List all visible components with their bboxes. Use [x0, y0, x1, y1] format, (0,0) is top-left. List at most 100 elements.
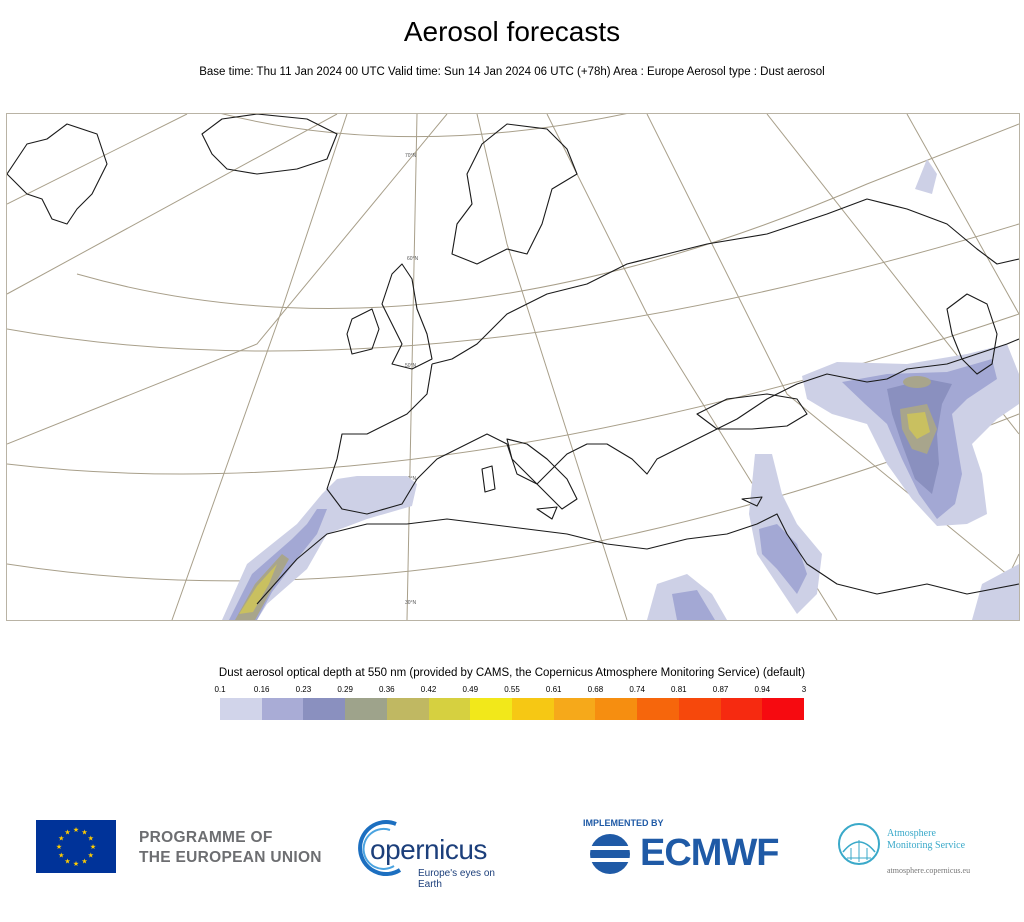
coast-great-britain	[381, 263, 433, 370]
lat-label-40: 40°N	[405, 476, 417, 482]
legend-swatch	[261, 698, 304, 720]
map-canvas: 70°N 60°N 50°N 40°N 30°N	[7, 114, 1019, 620]
footer-logos: ★ ★ ★ ★ ★ ★ ★ ★ ★ ★ ★ ★ PROGRAMME OF THE EUROPEAN U…	[0, 800, 1024, 910]
legend-tick-label: 3	[801, 685, 807, 694]
forecast-map[interactable]: 70°N 60°N 50°N 40°N 30°N	[6, 113, 1020, 621]
legend-tick-label: 0.16	[253, 685, 270, 694]
parallel-60	[76, 123, 1019, 309]
dust-plume-sinai-mid	[672, 590, 715, 620]
copernicus-logo: opernicus Europe's eyes on Earth	[356, 818, 516, 890]
svg-text:★: ★	[64, 858, 70, 866]
legend-title: Dust aerosol optical depth at 550 nm (pr…	[218, 667, 806, 679]
meridian-6	[476, 114, 628, 620]
ams-url: atmosphere.copernicus.eu	[887, 866, 971, 875]
eu-programme-text: PROGRAMME OF THE EUROPEAN UNION	[139, 828, 322, 868]
lat-label-30: 30°N	[405, 600, 417, 606]
dust-plume-levant-mid	[759, 524, 807, 594]
legend-tick-label: 0.55	[504, 685, 520, 694]
legend-swatch	[637, 698, 679, 720]
meridian-4	[171, 114, 348, 620]
legend-swatch	[470, 698, 513, 720]
lat-label-70: 70°N	[405, 153, 417, 159]
legend-swatch	[595, 698, 638, 720]
svg-text:★: ★	[88, 835, 94, 843]
eu-flag-icon: ★ ★ ★ ★ ★ ★ ★ ★ ★ ★ ★ ★	[36, 820, 116, 873]
legend-swatch	[386, 698, 429, 720]
svg-text:★: ★	[64, 828, 70, 836]
legend-tick-label: 0.49	[462, 685, 479, 694]
coast-black-sea	[696, 393, 808, 430]
ams-line-1: Atmosphere	[887, 828, 936, 839]
legend-tick-label: 0.1	[214, 685, 226, 694]
ams-line-2: Monitoring Service	[887, 840, 966, 851]
ams-globe-icon	[838, 823, 880, 865]
atmosphere-monitoring-logo: Atmosphere Monitoring Service atmosphere…	[835, 818, 985, 888]
dust-plume-atlantic-peak	[239, 564, 277, 614]
page-title: Aerosol forecasts	[403, 16, 621, 47]
dust-plumes	[222, 159, 1019, 620]
coast-caspian	[946, 293, 998, 375]
meridian-2	[7, 114, 338, 295]
eu-line-1: PROGRAMME OF	[139, 829, 273, 846]
copernicus-wordmark: opernicus	[370, 834, 487, 865]
parallel-50	[7, 223, 1019, 352]
coast-sicily	[536, 506, 558, 520]
legend-swatch	[553, 698, 596, 720]
parallel-70	[221, 114, 627, 138]
legend-tick-label: 0.61	[545, 685, 562, 694]
legend-swatch	[512, 698, 554, 720]
coast-iceland	[201, 114, 338, 175]
coast-italy	[506, 438, 578, 510]
dust-plume-east-yellow	[907, 412, 930, 439]
legend-tick-label: 0.36	[379, 685, 395, 694]
legend-color-bar	[220, 698, 805, 720]
coast-ireland	[346, 308, 380, 355]
coast-sardinia	[481, 465, 496, 493]
legend-swatch	[678, 698, 721, 720]
lat-label-50: 50°N	[405, 363, 417, 369]
ecmwf-wordmark: ECMWF	[640, 832, 780, 874]
ecmwf-logo: ECMWF	[582, 832, 802, 876]
svg-text:★: ★	[73, 860, 79, 868]
svg-text:★: ★	[56, 843, 62, 851]
legend-tick-label: 0.74	[629, 685, 645, 694]
eu-line-2: THE EUROPEAN UNION	[139, 849, 322, 866]
dust-plume-north	[915, 159, 937, 194]
legend-ticks: 0.1 0.16 0.23 0.29 0.36 0.42 0.49 0.55 0.61 0.68 0…	[214, 685, 807, 697]
legend-tick-label: 0.87	[712, 685, 729, 694]
svg-text:★: ★	[81, 858, 87, 866]
legend-swatch	[720, 698, 763, 720]
coast-scandinavia	[451, 123, 578, 265]
meridian-5	[406, 114, 418, 620]
legend-swatch	[303, 698, 346, 720]
dust-plume-arabia	[972, 564, 1019, 620]
legend-tick-label: 0.81	[671, 685, 687, 694]
legend-tick-label: 0.23	[295, 685, 312, 694]
meridian-10	[906, 114, 1019, 315]
coast-north-africa	[256, 513, 1019, 605]
svg-text:★: ★	[58, 852, 64, 860]
coast-cyprus	[741, 496, 763, 507]
legend-tick-label: 0.94	[754, 685, 771, 694]
dust-plume-east-top	[903, 376, 931, 388]
svg-text:★: ★	[73, 826, 79, 834]
svg-text:★: ★	[81, 828, 87, 836]
legend-swatch	[345, 698, 387, 720]
ams-name: Atmosphere Monitoring Service	[887, 828, 965, 852]
meridian-3	[7, 114, 448, 445]
legend-tick-label: 0.68	[587, 685, 604, 694]
legend-tick-label: 0.42	[420, 685, 437, 694]
implemented-by-label: IMPLEMENTED BY	[583, 818, 664, 828]
parallel-30	[7, 413, 1019, 582]
forecast-subtitle: Base time: Thu 11 Jan 2024 00 UTC Valid …	[199, 66, 825, 78]
latitude-labels: 70°N 60°N 50°N 40°N 30°N	[405, 153, 419, 606]
svg-text:★: ★	[58, 835, 64, 843]
legend-swatch	[762, 698, 805, 720]
meridian-1	[7, 114, 188, 205]
lat-label-60: 60°N	[407, 256, 419, 262]
legend-tick-label: 0.29	[337, 685, 353, 694]
coast-europe	[326, 198, 1019, 515]
legend-swatch	[428, 698, 471, 720]
ecmwf-emblem-icon	[586, 834, 634, 874]
svg-text:★: ★	[90, 843, 96, 851]
